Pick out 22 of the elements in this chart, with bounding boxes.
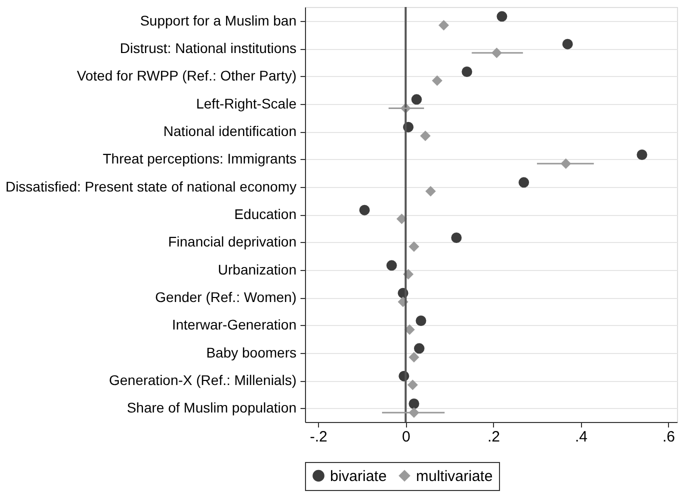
legend-label: multivariate xyxy=(416,468,493,485)
y-tick-label: Baby boomers xyxy=(206,344,296,360)
y-tick-label: Support for a Muslim ban xyxy=(140,12,296,28)
y-tick-label: Distrust: National institutions xyxy=(120,40,296,56)
x-tick-label: .4 xyxy=(574,428,588,446)
y-tick-label: Left-Right-Scale xyxy=(196,95,297,112)
y-tick-label: Financial deprivation xyxy=(168,234,296,250)
legend-label: bivariate xyxy=(330,468,387,485)
y-tick-label: Voted for RWPP (Ref.: Other Party) xyxy=(76,68,296,84)
x-tick-label: -.2 xyxy=(310,428,328,446)
y-tick-label: Generation-X (Ref.: Millenials) xyxy=(108,372,296,388)
y-tick-label: National identification xyxy=(163,123,296,139)
y-tick-label: Interwar-Generation xyxy=(172,316,296,333)
y-tick-label: Gender (Ref.: Women) xyxy=(155,289,296,305)
x-tick-label: 0 xyxy=(402,428,410,446)
y-tick-label: Share of Muslim population xyxy=(126,400,296,416)
x-tick-label: .6 xyxy=(662,428,676,446)
y-tick-label: Dissatisfied: Present state of national economy xyxy=(5,178,296,194)
y-tick-label: Threat perceptions: Immigrants xyxy=(102,150,296,167)
y-tick-label: Education xyxy=(234,206,296,222)
x-tick-label: .2 xyxy=(487,428,500,446)
y-tick-label: Urbanization xyxy=(218,261,296,278)
